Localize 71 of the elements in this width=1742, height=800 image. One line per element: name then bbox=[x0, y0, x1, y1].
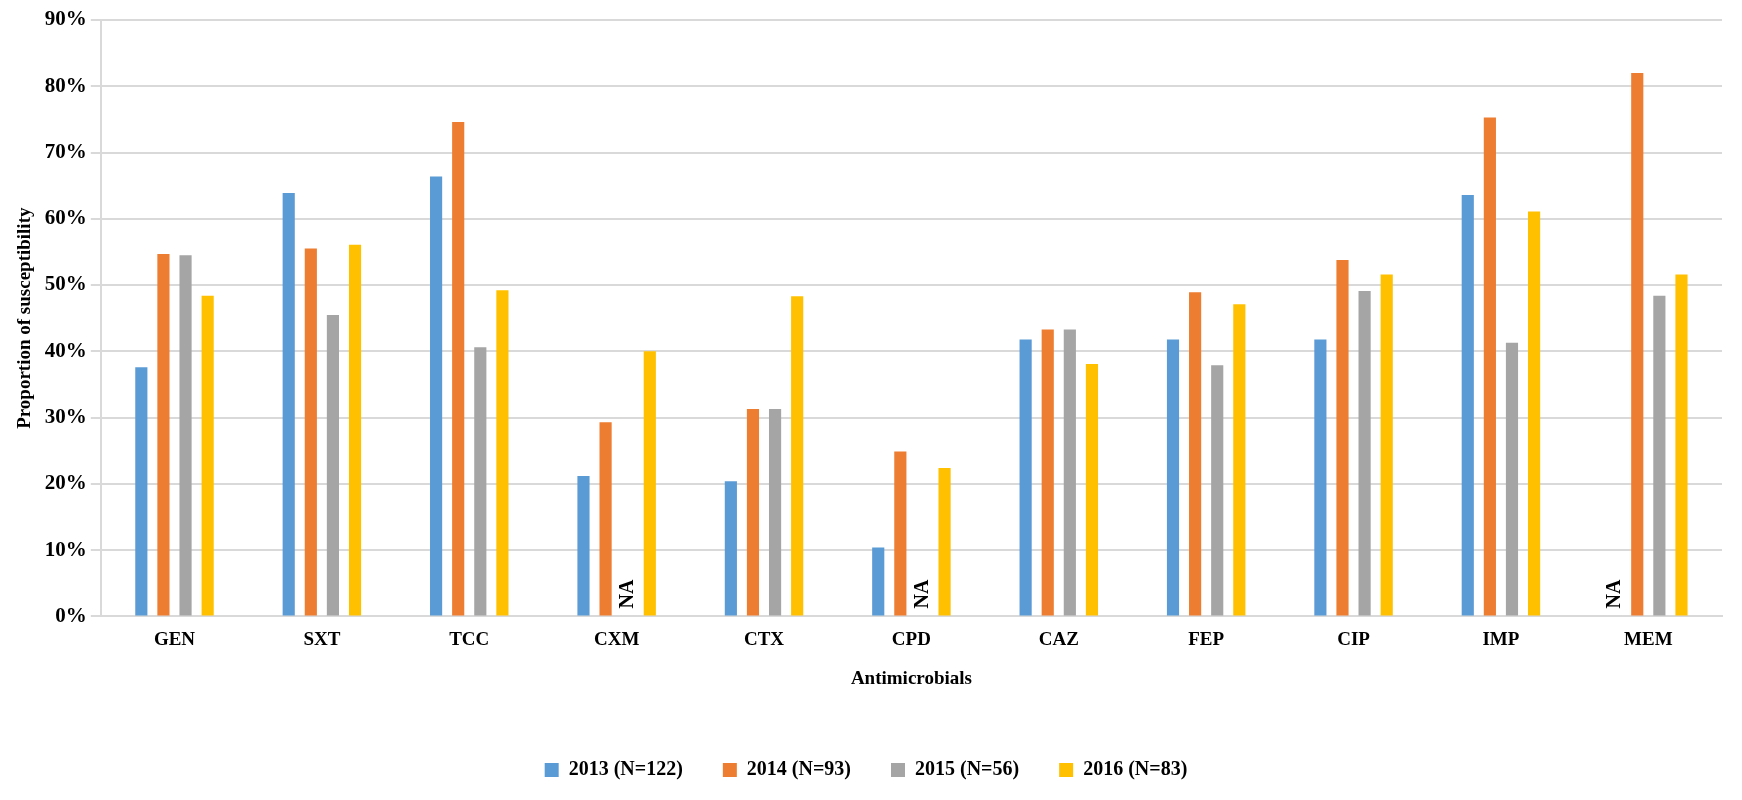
bar bbox=[1085, 363, 1099, 616]
legend-label: 2013 (N=122) bbox=[568, 757, 683, 781]
bar bbox=[1166, 339, 1180, 616]
bar bbox=[1063, 329, 1076, 616]
bar bbox=[282, 192, 295, 616]
annotation: NA bbox=[1602, 578, 1625, 609]
bar bbox=[894, 451, 907, 616]
bar bbox=[872, 547, 885, 616]
bar bbox=[1631, 73, 1644, 616]
annotation: NA bbox=[614, 578, 637, 609]
bar bbox=[1358, 291, 1371, 616]
bar bbox=[599, 422, 612, 616]
x-tick-label: CIP bbox=[1337, 627, 1371, 649]
y-tick-label: 50% bbox=[44, 271, 87, 296]
y-tick-label: 0% bbox=[55, 602, 87, 627]
bar bbox=[643, 351, 656, 616]
y-tick-label: 70% bbox=[44, 138, 87, 163]
legend-label: 2015 (N=56) bbox=[915, 757, 1020, 781]
bar bbox=[1336, 259, 1349, 616]
x-tick-label: MEM bbox=[1624, 627, 1673, 649]
x-tick-label: IMP bbox=[1482, 627, 1520, 649]
bar bbox=[201, 295, 214, 616]
bar bbox=[452, 122, 465, 616]
bar bbox=[1314, 339, 1327, 616]
y-tick-label: 40% bbox=[44, 337, 87, 362]
bar bbox=[1528, 211, 1541, 616]
bar bbox=[1189, 292, 1202, 616]
bar bbox=[474, 347, 487, 616]
y-tick-label: 60% bbox=[44, 205, 87, 230]
bar bbox=[135, 367, 148, 616]
bar bbox=[348, 244, 362, 616]
x-axis-title: Antimicrobials bbox=[850, 666, 972, 688]
bar bbox=[1211, 365, 1224, 616]
bar bbox=[304, 248, 317, 616]
x-tick-label: CAZ bbox=[1038, 627, 1079, 649]
bar bbox=[724, 481, 737, 616]
x-tick-label: CTX bbox=[743, 627, 785, 649]
bar bbox=[1461, 194, 1474, 616]
y-tick-label: 90% bbox=[44, 6, 87, 31]
legend-label: 2014 (N=93) bbox=[746, 757, 852, 781]
bar bbox=[179, 255, 192, 616]
y-tick-label: 80% bbox=[44, 72, 87, 97]
bar bbox=[1675, 274, 1688, 616]
x-tick-label: GEN bbox=[153, 627, 196, 649]
bar bbox=[1483, 117, 1496, 616]
x-tick-label: FEP bbox=[1188, 627, 1225, 649]
bar bbox=[938, 467, 951, 616]
bar bbox=[1041, 329, 1054, 616]
x-tick-label: TCC bbox=[449, 627, 490, 649]
bar bbox=[791, 296, 804, 616]
bar bbox=[1380, 274, 1393, 616]
x-tick-label: CPD bbox=[891, 627, 931, 649]
bar bbox=[430, 176, 443, 616]
y-tick-label: 10% bbox=[44, 536, 87, 561]
annotation: NA bbox=[909, 578, 932, 609]
bar bbox=[496, 290, 509, 616]
y-tick-label: 30% bbox=[44, 404, 87, 429]
bar bbox=[577, 475, 590, 616]
y-axis-title: Proportion of susceptibility bbox=[13, 207, 35, 429]
bar bbox=[1505, 342, 1519, 616]
x-tick-label: CXM bbox=[593, 627, 640, 649]
legend-label: 2016 (N=83) bbox=[1083, 757, 1188, 781]
bar bbox=[1019, 339, 1032, 616]
bar bbox=[1653, 295, 1666, 616]
bar bbox=[157, 253, 170, 616]
bar bbox=[746, 408, 760, 616]
y-tick-label: 20% bbox=[44, 470, 87, 495]
bar bbox=[326, 314, 340, 616]
bar bbox=[768, 408, 782, 616]
bar bbox=[1233, 304, 1246, 616]
x-tick-label: SXT bbox=[303, 627, 341, 649]
